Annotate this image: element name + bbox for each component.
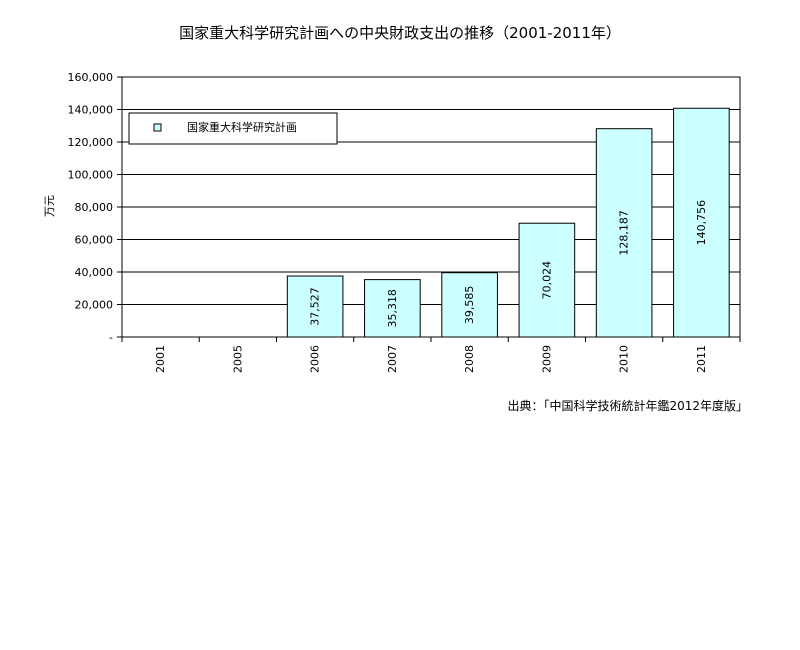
bars (286, 107, 730, 338)
x-tick-label: 2011 (695, 345, 708, 373)
y-tick-label: 140,000 (68, 104, 114, 117)
y-tick-label: 160,000 (68, 71, 114, 84)
value-label: 70,024 (540, 261, 553, 300)
x-tick-label: 2008 (463, 345, 476, 373)
bar (518, 222, 576, 338)
value-label: 39,585 (463, 286, 476, 325)
value-label: 140,756 (695, 200, 708, 246)
bar (286, 275, 344, 338)
y-tick-label: 40,000 (75, 266, 114, 279)
y-tick-label: 60,000 (75, 234, 114, 247)
y-tick-label: - (109, 331, 113, 344)
value-label: 128,187 (618, 210, 631, 256)
bar (673, 107, 730, 338)
value-label: 37,527 (309, 287, 322, 326)
bar (364, 279, 421, 338)
x-tick-label: 2010 (618, 345, 631, 373)
y-tick-label: 80,000 (75, 201, 114, 214)
x-tick-labels: 2001 2005 2006 2007 2008 2009 2010 2011 (121, 337, 741, 373)
legend-label: 国家重大科学研究計画 (187, 120, 297, 134)
x-tick-label: 2006 (309, 345, 322, 373)
x-tick-label: 2001 (154, 345, 167, 373)
legend-swatch (153, 123, 162, 132)
x-tick-label: 2005 (231, 345, 244, 373)
y-tick-label: 120,000 (68, 136, 114, 149)
y-tick-label: 20,000 (75, 299, 114, 312)
value-labels: 37,527 35,318 39,585 70,024 128,187 140,756 (309, 200, 708, 328)
legend-box (128, 112, 338, 145)
chart-title: 国家重大科学研究計画への中央財政支出の推移（2001-2011年） (179, 24, 621, 42)
legend: 国家重大科学研究計画 (128, 112, 338, 145)
x-tick-label: 2007 (386, 345, 399, 373)
x-tick-label: 2009 (540, 345, 553, 373)
source-note: 出典：「中国科学技術統計年鑑2012年度版」 (507, 399, 748, 413)
value-label: 35,318 (386, 289, 399, 328)
y-tick-label: 100,000 (68, 169, 114, 182)
y-tick-labels: - 20,000 40,000 60,000 80,000 100,000 120,000 1… (68, 71, 122, 344)
y-axis-title: 万元 (43, 195, 56, 217)
